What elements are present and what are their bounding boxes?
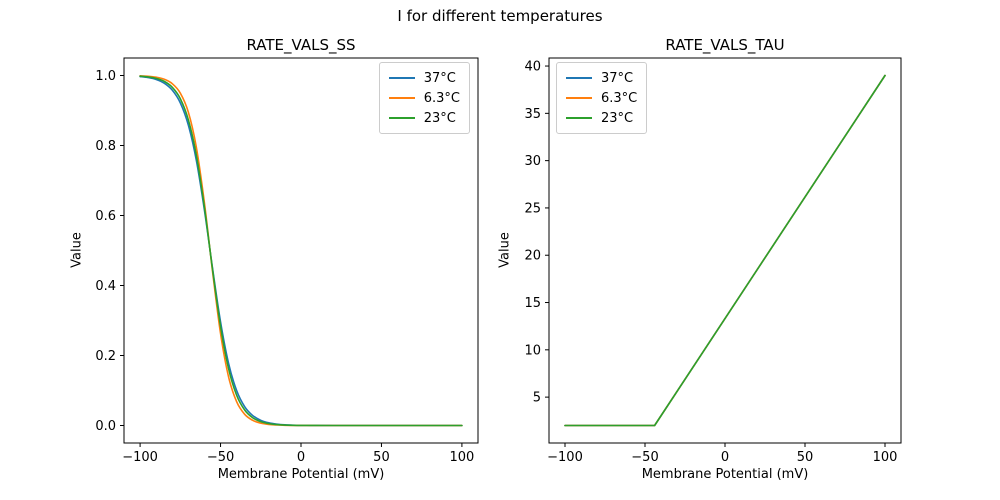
y-tick-label: 0.8: [95, 139, 116, 154]
legend-line-23c: [388, 117, 415, 119]
y-tick-label: 1.0: [95, 69, 116, 84]
x-tick-label: −50: [631, 450, 658, 465]
y-tick-label: 40: [524, 60, 541, 75]
y-tick-label: 5: [533, 391, 541, 406]
axes-spines: [123, 57, 479, 444]
x-tick-label: −100: [122, 450, 158, 465]
x-tick-label: −50: [207, 450, 234, 465]
legend-label-6-3c: 6.3°C: [601, 90, 638, 106]
x-tick-label: −100: [547, 450, 583, 465]
legend-row: 6.3°C: [388, 88, 460, 108]
y-tick-label: 35: [524, 107, 541, 122]
legend-line-37c: [566, 77, 592, 79]
legend-row: 6.3°C: [566, 88, 637, 108]
legend-line-23c: [566, 117, 592, 119]
legend-label-23c: 23°C: [601, 110, 634, 126]
series-line-23c: [564, 74, 886, 427]
x-tick-label: 50: [373, 450, 390, 465]
legend-row: 37°C: [566, 68, 637, 88]
y-tick-label: 0.6: [95, 209, 116, 224]
legend-ss: 37°C 6.3°C 23°C: [378, 62, 470, 134]
figure-title: I for different temperatures: [397, 7, 603, 25]
legend-tau: 37°C 6.3°C 23°C: [556, 62, 648, 134]
subplot-tau-title: RATE_VALS_TAU: [665, 36, 785, 54]
x-tick-label: 50: [797, 450, 814, 465]
subplot-ss-xlabel: Membrane Potential (mV): [217, 467, 385, 482]
y-tick-label: 25: [524, 201, 541, 216]
x-tick-label: 0: [721, 450, 729, 465]
y-tick-label: 10: [524, 343, 541, 358]
legend-line-6-3c: [566, 97, 592, 99]
legend-label-6-3c: 6.3°C: [423, 90, 460, 106]
y-tick-label: 30: [524, 154, 541, 169]
y-tick-label: 0.0: [95, 419, 116, 434]
subplot-tau-xlabel: Membrane Potential (mV): [641, 467, 809, 482]
legend-label-37c: 37°C: [423, 70, 456, 86]
subplot-ss-title: RATE_VALS_SS: [246, 36, 356, 54]
legend-row: 37°C: [388, 68, 460, 88]
x-tick-label: 100: [449, 450, 474, 465]
legend-label-23c: 23°C: [423, 110, 456, 126]
y-tick-label: 20: [524, 249, 541, 264]
legend-row: 23°C: [388, 108, 460, 128]
legend-line-6-3c: [388, 97, 415, 99]
y-tick-label: 0.2: [95, 349, 116, 364]
axes-spines: [548, 57, 902, 444]
series-line-23c: [139, 75, 463, 427]
y-tick-label: 0.4: [95, 279, 116, 294]
subplot-ss-ylabel: Value: [69, 232, 85, 268]
y-tick-label: 15: [524, 296, 541, 311]
x-tick-label: 0: [297, 450, 305, 465]
subplot-tau-ylabel: Value: [497, 232, 513, 268]
legend-label-37c: 37°C: [601, 70, 634, 86]
legend-row: 23°C: [566, 108, 637, 128]
legend-line-37c: [388, 77, 415, 79]
x-tick-label: 100: [873, 450, 898, 465]
